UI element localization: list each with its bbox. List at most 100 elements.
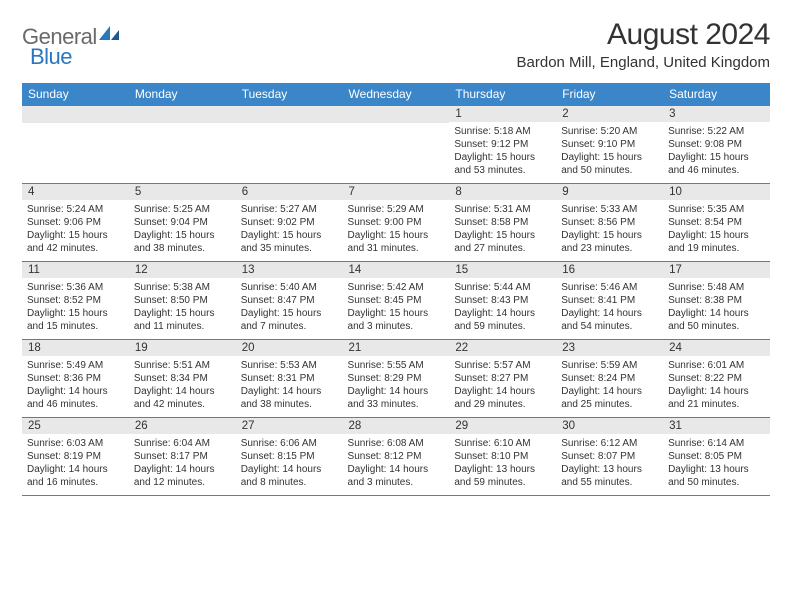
day-line: Sunrise: 5:20 AM bbox=[561, 125, 658, 138]
day-line: Sunset: 8:07 PM bbox=[561, 450, 658, 463]
day-number: 27 bbox=[236, 418, 343, 434]
day-line: Sunrise: 5:49 AM bbox=[27, 359, 124, 372]
calendar-page: General August 2024 Bardon Mill, England… bbox=[0, 0, 792, 506]
day-content: Sunrise: 5:42 AMSunset: 8:45 PMDaylight:… bbox=[343, 278, 450, 339]
day-header: Friday bbox=[556, 83, 663, 106]
day-line: and 15 minutes. bbox=[27, 320, 124, 333]
day-content: Sunrise: 5:55 AMSunset: 8:29 PMDaylight:… bbox=[343, 356, 450, 417]
day-number: 29 bbox=[449, 418, 556, 434]
day-header: Saturday bbox=[663, 83, 770, 106]
day-number: 22 bbox=[449, 340, 556, 356]
day-line: Sunrise: 6:03 AM bbox=[27, 437, 124, 450]
day-content: Sunrise: 5:53 AMSunset: 8:31 PMDaylight:… bbox=[236, 356, 343, 417]
day-line: Daylight: 15 hours bbox=[561, 151, 658, 164]
day-content: Sunrise: 5:57 AMSunset: 8:27 PMDaylight:… bbox=[449, 356, 556, 417]
day-line: Daylight: 15 hours bbox=[454, 151, 551, 164]
day-line: Sunset: 8:50 PM bbox=[134, 294, 231, 307]
day-cell: 13Sunrise: 5:40 AMSunset: 8:47 PMDayligh… bbox=[236, 262, 343, 340]
day-content bbox=[236, 123, 343, 179]
day-content: Sunrise: 5:27 AMSunset: 9:02 PMDaylight:… bbox=[236, 200, 343, 261]
day-line: and 54 minutes. bbox=[561, 320, 658, 333]
day-number: 12 bbox=[129, 262, 236, 278]
week-row: 18Sunrise: 5:49 AMSunset: 8:36 PMDayligh… bbox=[22, 340, 770, 418]
day-content: Sunrise: 6:06 AMSunset: 8:15 PMDaylight:… bbox=[236, 434, 343, 495]
day-content bbox=[343, 123, 450, 179]
day-cell: 12Sunrise: 5:38 AMSunset: 8:50 PMDayligh… bbox=[129, 262, 236, 340]
day-cell: 5Sunrise: 5:25 AMSunset: 9:04 PMDaylight… bbox=[129, 184, 236, 262]
day-number: 19 bbox=[129, 340, 236, 356]
day-number bbox=[129, 106, 236, 123]
day-line: Sunrise: 5:59 AM bbox=[561, 359, 658, 372]
day-cell: 30Sunrise: 6:12 AMSunset: 8:07 PMDayligh… bbox=[556, 418, 663, 496]
day-number bbox=[22, 106, 129, 123]
day-line: and 23 minutes. bbox=[561, 242, 658, 255]
day-cell: 22Sunrise: 5:57 AMSunset: 8:27 PMDayligh… bbox=[449, 340, 556, 418]
day-content: Sunrise: 5:40 AMSunset: 8:47 PMDaylight:… bbox=[236, 278, 343, 339]
day-content: Sunrise: 5:48 AMSunset: 8:38 PMDaylight:… bbox=[663, 278, 770, 339]
day-line: Sunset: 8:43 PM bbox=[454, 294, 551, 307]
day-content: Sunrise: 5:20 AMSunset: 9:10 PMDaylight:… bbox=[556, 122, 663, 183]
day-line: Sunset: 8:19 PM bbox=[27, 450, 124, 463]
title-block: August 2024 Bardon Mill, England, United… bbox=[517, 18, 770, 71]
day-line: Sunset: 8:31 PM bbox=[241, 372, 338, 385]
day-line: and 50 minutes. bbox=[668, 476, 765, 489]
day-line: Daylight: 14 hours bbox=[561, 307, 658, 320]
day-line: and 25 minutes. bbox=[561, 398, 658, 411]
day-line: Daylight: 14 hours bbox=[348, 463, 445, 476]
day-cell: 25Sunrise: 6:03 AMSunset: 8:19 PMDayligh… bbox=[22, 418, 129, 496]
day-number bbox=[343, 106, 450, 123]
day-line: Sunset: 8:38 PM bbox=[668, 294, 765, 307]
day-content: Sunrise: 6:04 AMSunset: 8:17 PMDaylight:… bbox=[129, 434, 236, 495]
day-line: Daylight: 15 hours bbox=[668, 229, 765, 242]
day-line: Sunrise: 6:08 AM bbox=[348, 437, 445, 450]
day-line: Sunset: 8:58 PM bbox=[454, 216, 551, 229]
day-number: 3 bbox=[663, 106, 770, 122]
day-line: Daylight: 15 hours bbox=[27, 229, 124, 242]
month-title: August 2024 bbox=[517, 18, 770, 52]
day-cell: 28Sunrise: 6:08 AMSunset: 8:12 PMDayligh… bbox=[343, 418, 450, 496]
header: General August 2024 Bardon Mill, England… bbox=[22, 18, 770, 71]
day-cell: 24Sunrise: 6:01 AMSunset: 8:22 PMDayligh… bbox=[663, 340, 770, 418]
day-content: Sunrise: 5:38 AMSunset: 8:50 PMDaylight:… bbox=[129, 278, 236, 339]
day-cell: 16Sunrise: 5:46 AMSunset: 8:41 PMDayligh… bbox=[556, 262, 663, 340]
day-content: Sunrise: 5:49 AMSunset: 8:36 PMDaylight:… bbox=[22, 356, 129, 417]
day-cell: 6Sunrise: 5:27 AMSunset: 9:02 PMDaylight… bbox=[236, 184, 343, 262]
day-content: Sunrise: 5:25 AMSunset: 9:04 PMDaylight:… bbox=[129, 200, 236, 261]
day-number: 8 bbox=[449, 184, 556, 200]
day-number: 7 bbox=[343, 184, 450, 200]
day-cell: 17Sunrise: 5:48 AMSunset: 8:38 PMDayligh… bbox=[663, 262, 770, 340]
day-cell bbox=[22, 106, 129, 184]
day-line: Daylight: 15 hours bbox=[134, 307, 231, 320]
day-line: Sunset: 9:10 PM bbox=[561, 138, 658, 151]
day-line: Sunrise: 5:18 AM bbox=[454, 125, 551, 138]
day-line: Sunset: 8:47 PM bbox=[241, 294, 338, 307]
day-line: Sunset: 8:36 PM bbox=[27, 372, 124, 385]
day-line: Sunset: 9:02 PM bbox=[241, 216, 338, 229]
day-line: and 59 minutes. bbox=[454, 476, 551, 489]
day-number: 13 bbox=[236, 262, 343, 278]
day-line: Sunset: 8:10 PM bbox=[454, 450, 551, 463]
day-line: Sunrise: 5:31 AM bbox=[454, 203, 551, 216]
day-header: Wednesday bbox=[343, 83, 450, 106]
day-line: Sunset: 8:34 PM bbox=[134, 372, 231, 385]
day-line: Daylight: 14 hours bbox=[134, 463, 231, 476]
day-line: and 33 minutes. bbox=[348, 398, 445, 411]
day-line: Daylight: 13 hours bbox=[561, 463, 658, 476]
day-content: Sunrise: 6:03 AMSunset: 8:19 PMDaylight:… bbox=[22, 434, 129, 495]
day-number: 18 bbox=[22, 340, 129, 356]
day-line: and 12 minutes. bbox=[134, 476, 231, 489]
day-content: Sunrise: 5:22 AMSunset: 9:08 PMDaylight:… bbox=[663, 122, 770, 183]
day-line: Daylight: 15 hours bbox=[348, 229, 445, 242]
day-line: and 19 minutes. bbox=[668, 242, 765, 255]
day-content: Sunrise: 5:36 AMSunset: 8:52 PMDaylight:… bbox=[22, 278, 129, 339]
day-cell: 8Sunrise: 5:31 AMSunset: 8:58 PMDaylight… bbox=[449, 184, 556, 262]
day-content: Sunrise: 6:08 AMSunset: 8:12 PMDaylight:… bbox=[343, 434, 450, 495]
location-subtitle: Bardon Mill, England, United Kingdom bbox=[517, 54, 770, 71]
day-line: Sunset: 8:54 PM bbox=[668, 216, 765, 229]
day-line: and 21 minutes. bbox=[668, 398, 765, 411]
day-cell: 26Sunrise: 6:04 AMSunset: 8:17 PMDayligh… bbox=[129, 418, 236, 496]
day-line: and 59 minutes. bbox=[454, 320, 551, 333]
day-line: Daylight: 15 hours bbox=[134, 229, 231, 242]
day-line: and 35 minutes. bbox=[241, 242, 338, 255]
day-line: Sunset: 8:45 PM bbox=[348, 294, 445, 307]
